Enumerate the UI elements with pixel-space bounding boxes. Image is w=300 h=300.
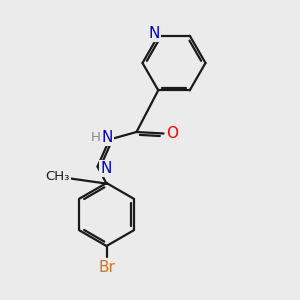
Text: CH₃: CH₃ bbox=[46, 170, 70, 184]
Text: H: H bbox=[91, 131, 101, 144]
Text: Br: Br bbox=[98, 260, 115, 275]
Text: N: N bbox=[149, 26, 160, 41]
Text: O: O bbox=[166, 126, 178, 141]
Text: N: N bbox=[101, 130, 113, 145]
Text: N: N bbox=[100, 161, 112, 176]
